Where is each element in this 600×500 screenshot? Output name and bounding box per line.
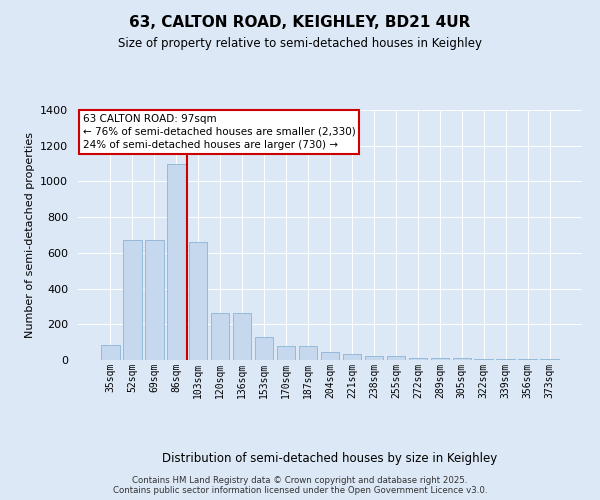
Bar [431,358,449,360]
Text: 63, CALTON ROAD, KEIGHLEY, BD21 4UR: 63, CALTON ROAD, KEIGHLEY, BD21 4UR [130,15,470,30]
Bar [299,346,317,360]
Bar [496,359,515,360]
Bar [452,358,471,360]
Bar [320,352,340,360]
Bar [475,358,493,360]
Text: Contains HM Land Registry data © Crown copyright and database right 2025.
Contai: Contains HM Land Registry data © Crown c… [113,476,487,495]
Bar [211,312,229,360]
Bar [233,312,251,360]
Bar [518,359,537,360]
Bar [145,240,164,360]
Text: Size of property relative to semi-detached houses in Keighley: Size of property relative to semi-detach… [118,38,482,51]
Text: Distribution of semi-detached houses by size in Keighley: Distribution of semi-detached houses by … [163,452,497,465]
Bar [167,164,185,360]
Bar [365,356,383,360]
Bar [189,242,208,360]
Bar [101,345,119,360]
Bar [386,356,405,360]
Y-axis label: Number of semi-detached properties: Number of semi-detached properties [25,132,35,338]
Text: 63 CALTON ROAD: 97sqm
← 76% of semi-detached houses are smaller (2,330)
24% of s: 63 CALTON ROAD: 97sqm ← 76% of semi-deta… [83,114,356,150]
Bar [123,240,142,360]
Bar [409,358,427,360]
Bar [277,346,295,360]
Bar [255,337,274,360]
Bar [343,354,361,360]
